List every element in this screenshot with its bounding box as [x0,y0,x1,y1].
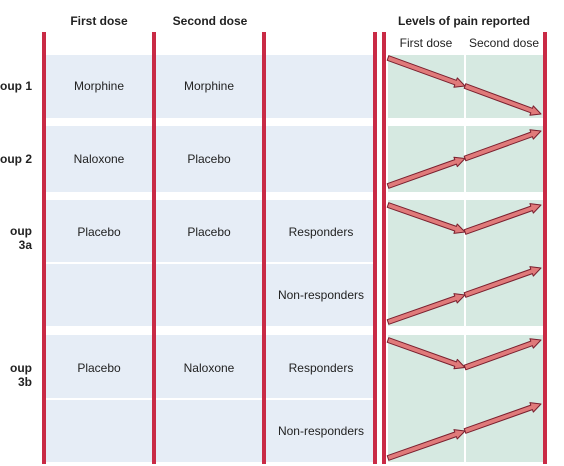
divider-line [42,32,46,464]
cell-bg [46,200,152,262]
header-second-dose: Second dose [172,14,248,28]
cell-bg [156,200,262,262]
pain-arrow [463,338,542,371]
cell-bg [266,264,376,326]
pain-arrow [463,266,542,298]
pain-arrow [386,202,466,234]
non-responders-label: Non-responders [277,288,365,302]
divider-line [262,32,266,464]
header-first-dose: First dose [70,14,128,28]
pain-arrow [463,203,542,235]
cell-bg [46,400,152,462]
cell-bg [156,335,262,398]
group-label: oup 3b [10,361,32,389]
first-dose-value: Naloxone [73,152,125,166]
pain-arrow [386,156,466,189]
divider-line [373,32,377,464]
pain-panel-divider [464,55,466,462]
second-dose-value: Naloxone [183,361,235,375]
cell-bg [266,200,376,262]
divider-line [152,32,156,464]
first-dose-value: Placebo [77,361,121,375]
non-responders-label: Non-responders [277,424,365,438]
pain-arrow [463,402,542,434]
pain-arrow [386,293,466,325]
cell-bg [156,55,262,118]
pain-arrow [386,337,466,370]
group-label: oup 1 [0,79,32,93]
pain-arrow [386,429,466,461]
pain-arrow [463,83,542,116]
cell-bg [266,400,376,462]
cell-bg [266,126,376,192]
cell-bg [266,335,376,398]
responders-label: Responders [288,361,354,375]
pain-arrow [386,55,466,88]
responders-label: Responders [288,225,354,239]
subheader-levels-first-dose: First dose [399,36,453,50]
pain-arrow [463,129,542,162]
cell-bg [156,126,262,192]
group-label: oup 2 [0,152,32,166]
cell-bg [46,264,152,326]
subheader-levels-second-dose: Second dose [468,36,540,50]
cell-bg [46,126,152,192]
cell-bg [156,400,262,462]
cell-bg [46,335,152,398]
group-label: oup 3a [10,224,32,252]
second-dose-value: Placebo [187,225,231,239]
cell-bg [266,55,376,118]
second-dose-value: Placebo [187,152,231,166]
divider-line [543,32,547,464]
second-dose-value: Morphine [183,79,235,93]
cell-bg [46,55,152,118]
header-levels-of-pain: Levels of pain reported [397,14,531,28]
first-dose-value: Morphine [73,79,125,93]
cell-bg [156,264,262,326]
first-dose-value: Placebo [77,225,121,239]
divider-line [382,32,386,464]
